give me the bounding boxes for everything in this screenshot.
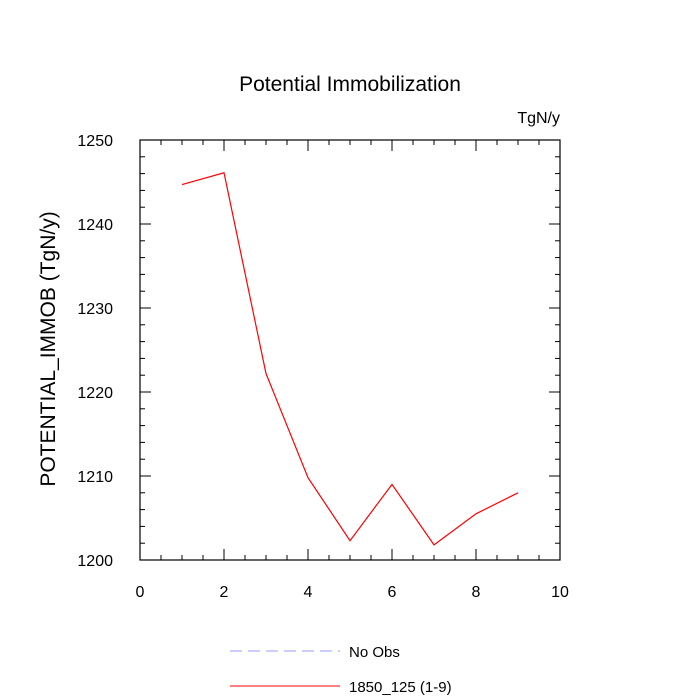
y-tick-label: 1200 xyxy=(77,553,113,570)
y-axis-label: POTENTIAL_IMMOB (TgN/y) xyxy=(37,211,60,486)
y-tick-label: 1250 xyxy=(77,133,113,150)
y-tick-label: 1210 xyxy=(77,469,113,486)
x-tick-label: 4 xyxy=(304,584,313,601)
y-tick-label: 1220 xyxy=(77,385,113,402)
y-tick-label: 1240 xyxy=(77,217,113,234)
x-tick-label: 6 xyxy=(388,584,397,601)
legend-label-no-obs: No Obs xyxy=(349,644,400,661)
y-tick-label: 1230 xyxy=(77,301,113,318)
x-tick-label: 8 xyxy=(472,584,481,601)
series-layer xyxy=(181,172,519,546)
plot-frame xyxy=(139,139,561,561)
legend: No Obs 1850_125 (1-9) xyxy=(230,644,452,696)
legend-label-1850-125: 1850_125 (1-9) xyxy=(349,679,452,696)
x-tick-label: 0 xyxy=(136,584,145,601)
x-tick-label: 2 xyxy=(220,584,229,601)
x-tick-label: 10 xyxy=(551,584,569,601)
series-line-0 xyxy=(181,172,519,546)
chart-title: Potential Immobilization xyxy=(239,73,461,96)
units-label: TgN/y xyxy=(517,110,560,127)
tick-labels: 0 2 4 6 8 10 1200 1210 1220 1230 1240 1250 xyxy=(77,133,569,601)
axis-ticks xyxy=(139,139,561,561)
